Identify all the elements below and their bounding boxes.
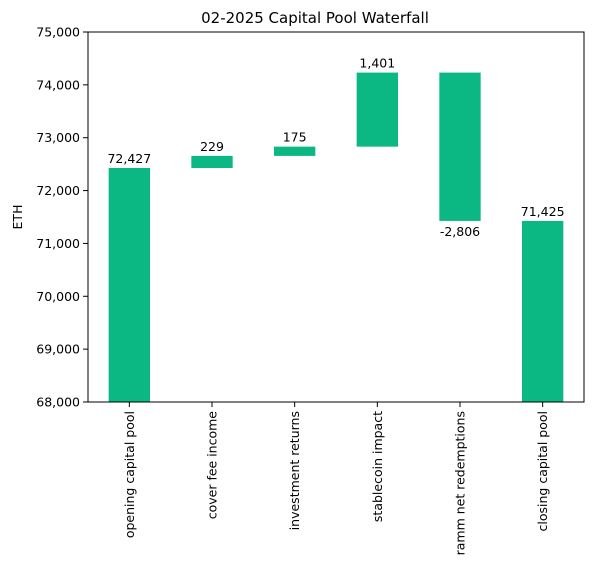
bars-group: [108, 72, 564, 402]
y-tick-label: 71,000: [36, 236, 80, 251]
y-tick-label: 74,000: [36, 77, 80, 92]
data-label: -2,806: [440, 224, 480, 239]
y-tick-label: 72,000: [36, 183, 80, 198]
plot-frame: [87, 31, 585, 403]
bar: [356, 72, 398, 147]
bar: [191, 155, 233, 169]
bar: [439, 72, 481, 221]
y-axis-label: ETH: [10, 205, 25, 230]
y-tick-label: 75,000: [36, 25, 80, 40]
data-label: 175: [283, 130, 307, 145]
y-axis-ticks: 68,000 69,000 70,000 71,000 72,000 73,000 74,0…: [36, 25, 88, 410]
data-label: 1,401: [359, 56, 395, 71]
y-tick-label: 73,000: [36, 130, 80, 145]
y-tick-label: 69,000: [36, 342, 80, 357]
chart-title: 02-2025 Capital Pool Waterfall: [201, 9, 429, 27]
data-label: 229: [200, 139, 224, 154]
y-tick-label: 68,000: [36, 395, 80, 410]
data-label: 71,425: [521, 204, 565, 219]
bar: [274, 146, 316, 156]
x-tick-label: ramm net redemptions: [453, 411, 468, 555]
bar: [522, 220, 564, 402]
x-tick-label: opening capital pool: [122, 411, 137, 538]
x-tick-label: stablecoin impact: [370, 411, 385, 522]
x-tick-label: cover fee income: [205, 411, 220, 520]
data-labels-group: 72,427 229 175 1,401 -2,806 71,425: [107, 56, 564, 239]
bar: [108, 168, 150, 402]
x-axis-ticks: opening capital pool cover fee income inve…: [122, 402, 550, 555]
y-tick-label: 70,000: [36, 289, 80, 304]
x-tick-label: closing capital pool: [535, 411, 550, 531]
x-tick-label: investment returns: [287, 411, 302, 530]
data-label: 72,427: [107, 151, 151, 166]
